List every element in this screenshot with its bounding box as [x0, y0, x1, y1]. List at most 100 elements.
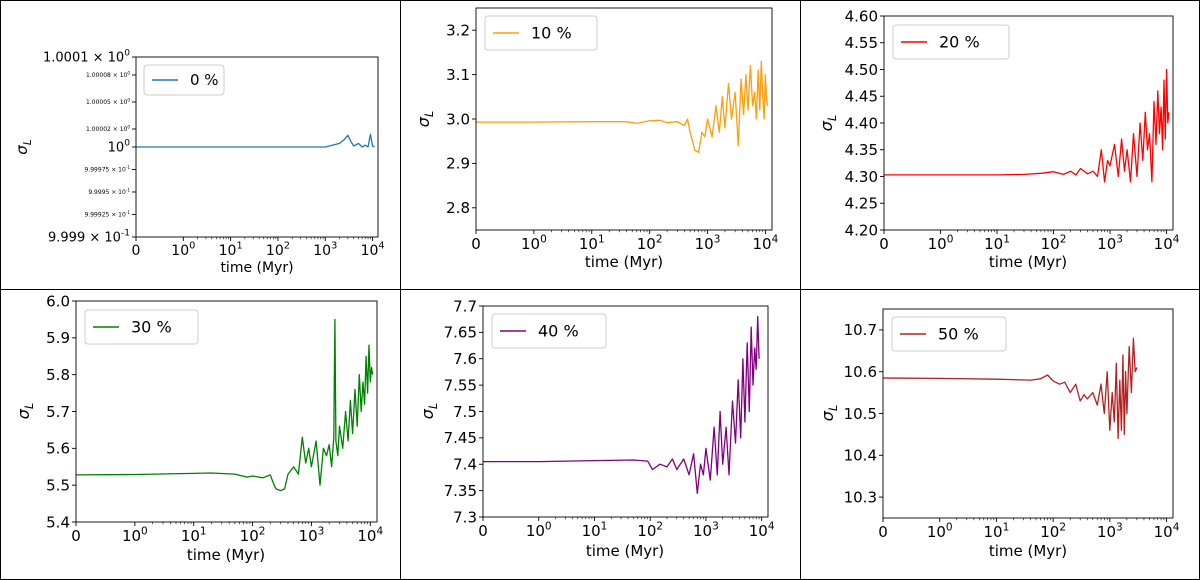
y-tick-label: 7.45 — [444, 429, 477, 447]
y-tick-label: 9.99925 × 10-1 — [85, 210, 131, 219]
x-tick-base: 10 — [122, 527, 141, 545]
y-tick-exponent: 0 — [127, 70, 130, 75]
chart-50pct: 0 100 101 102 103 10410.310.410.510.610.7time… — [818, 308, 1180, 560]
x-tick-base: 10 — [526, 522, 545, 540]
x-tick-exponent: 1 — [236, 241, 242, 252]
x-tick-exponent: 0 — [545, 520, 552, 532]
y-tick-mantissa: 9.99925 × — [85, 212, 119, 219]
y-tick-label: 10.7 — [844, 321, 877, 339]
y-tick-base: 10 — [120, 126, 128, 133]
x-tick-label: 104 — [357, 525, 383, 545]
x-tick-base: 10 — [181, 527, 200, 545]
x-tick-base: 10 — [1154, 235, 1173, 253]
y-tick-label: 1.00008 × 100 — [86, 70, 130, 79]
x-tick-base: 10 — [219, 243, 237, 259]
series-line — [136, 133, 375, 148]
y-tick-label: 5.9 — [46, 329, 70, 347]
legend-box — [892, 24, 1010, 60]
x-tick-base: 10 — [266, 243, 284, 259]
x-tick-label: 0 — [71, 527, 81, 545]
x-tick-exponent: 0 — [189, 241, 195, 252]
y-tick-label: 4.45 — [845, 88, 878, 106]
x-tick-label: 102 — [266, 241, 290, 259]
y-tick-label: 5.5 — [46, 476, 70, 494]
x-tick-label: 0 — [879, 235, 889, 253]
x-tick-base: 10 — [579, 235, 598, 253]
panel-30pct: 0 100 101 102 103 104 5.4 5.5 5.6 5.7 5.8 5.9 6.0 tim… — [0, 289, 401, 580]
x-tick-label: 101 — [219, 241, 243, 259]
x-tick-exponent: 4 — [772, 233, 779, 245]
panel-50pct: 0 100 101 102 103 104 10.3 10.4 10.5 10.6 10.7 time… — [800, 289, 1200, 580]
x-tick-base: 10 — [1041, 235, 1060, 253]
y-axis-label: σL — [14, 403, 36, 419]
x-tick-label: 0 — [478, 522, 488, 540]
y-axis-label: σL — [418, 403, 440, 419]
y-tick-exponent: -1 — [126, 187, 131, 192]
panel-0pct: 0 100 101 102 103 104 9.999 × 10-1 9.99925 × 10… — [0, 0, 401, 290]
x-tick-exponent: 3 — [318, 525, 325, 537]
y-tick-base: 10 — [108, 141, 125, 156]
x-tick-label: 103 — [1097, 521, 1123, 541]
x-tick-base: 10 — [749, 522, 768, 540]
y-label-subscript: L — [23, 403, 36, 409]
x-axis-label: time (Myr) — [989, 253, 1067, 271]
x-tick-base: 10 — [637, 522, 656, 540]
x-tick-label: 100 — [521, 233, 547, 253]
series-line — [883, 337, 1138, 440]
x-tick-exponent: 4 — [1173, 521, 1180, 533]
x-tick-base: 10 — [693, 522, 712, 540]
x-axis-label: time (Myr) — [989, 542, 1067, 560]
x-tick-exponent: 2 — [1060, 233, 1067, 245]
x-tick-exponent: 3 — [1116, 233, 1123, 245]
x-tick-label: 102 — [1041, 233, 1067, 253]
x-tick-label: 104 — [361, 241, 385, 259]
x-tick-base: 10 — [240, 527, 259, 545]
y-axis-label: σL — [818, 405, 840, 421]
y-axis-label: σL — [817, 115, 839, 131]
y-tick-label: 1.00005 × 100 — [86, 97, 130, 106]
x-tick-exponent: 2 — [656, 233, 663, 245]
x-tick-base: 10 — [695, 235, 714, 253]
x-tick-exponent: 0 — [946, 521, 953, 533]
y-tick-label: 100 — [108, 139, 131, 156]
y-tick-label: 5.4 — [46, 513, 70, 531]
y-tick-label: 1.0001 × 100 — [43, 49, 130, 66]
legend-label: 10 % — [531, 23, 572, 42]
x-tick-exponent: 0 — [540, 233, 547, 245]
x-tick-label: 100 — [526, 520, 552, 540]
y-label-base: σ — [817, 120, 836, 131]
panel-40pct: 0 100 101 102 103 104 7.3 7.35 7.4 7.45 7.5 7.55 7.6… — [400, 289, 801, 580]
y-tick-label: 2.9 — [446, 155, 470, 173]
chart-20pct: 0 100 101 102 103 1044.204.254.304.354.404.45… — [817, 7, 1180, 271]
x-tick-exponent: 3 — [1116, 521, 1123, 533]
legend-box — [484, 15, 598, 51]
y-label-subscript: L — [827, 405, 840, 411]
series-line — [884, 68, 1170, 183]
x-tick-label: 100 — [928, 233, 954, 253]
y-label-base: σ — [818, 410, 837, 421]
x-tick-label: 100 — [927, 521, 953, 541]
x-tick-exponent: 0 — [141, 525, 148, 537]
y-tick-exponent: 0 — [124, 49, 130, 59]
x-tick-exponent: 3 — [331, 241, 337, 252]
y-tick-label: 6.0 — [46, 292, 70, 310]
y-tick-mantissa: 1.00005 × — [86, 99, 120, 106]
x-tick-label: 103 — [695, 233, 721, 253]
x-tick-label: 0 — [878, 523, 888, 541]
x-tick-base: 10 — [299, 527, 318, 545]
legend-box — [891, 316, 1007, 352]
x-tick-base: 10 — [928, 235, 947, 253]
y-tick-label: 4.35 — [845, 141, 878, 159]
y-tick-label: 4.60 — [845, 7, 878, 25]
y-tick-label: 3.2 — [446, 21, 470, 39]
x-tick-label: 101 — [984, 233, 1010, 253]
y-tick-base: 10 — [104, 231, 121, 246]
x-tick-label: 0 — [132, 243, 141, 259]
x-tick-base: 10 — [984, 235, 1003, 253]
x-tick-base: 10 — [582, 522, 601, 540]
x-tick-exponent: 4 — [378, 241, 384, 252]
x-tick-label: 102 — [1040, 521, 1066, 541]
y-tick-label: 4.40 — [845, 114, 878, 132]
